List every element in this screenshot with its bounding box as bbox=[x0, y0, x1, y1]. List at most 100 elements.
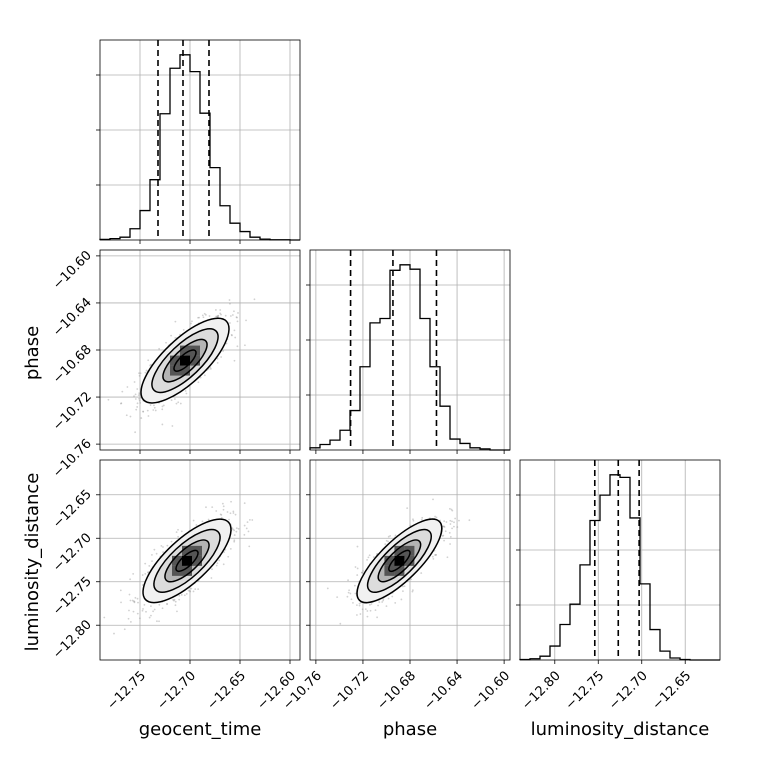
scatter-point bbox=[346, 595, 349, 598]
scatter-point bbox=[356, 567, 359, 570]
scatter-point bbox=[243, 533, 246, 536]
scatter-point bbox=[136, 612, 139, 615]
scatter-point bbox=[203, 312, 206, 315]
scatter-point bbox=[434, 515, 437, 518]
scatter-point bbox=[233, 359, 236, 362]
scatter-point bbox=[223, 551, 225, 553]
scatter-point bbox=[144, 562, 147, 565]
scatter-point bbox=[229, 547, 232, 550]
scatter-point bbox=[188, 590, 191, 592]
scatter-point bbox=[208, 315, 211, 317]
scatter-point bbox=[385, 605, 388, 608]
scatter-point bbox=[141, 574, 144, 576]
scatter-point bbox=[134, 431, 137, 434]
scatter-point bbox=[175, 531, 178, 534]
scatter-point bbox=[170, 540, 173, 543]
scatter-point bbox=[137, 601, 139, 604]
scatter-point bbox=[366, 610, 369, 612]
scatter-point bbox=[445, 521, 448, 523]
scatter-point bbox=[201, 520, 204, 523]
scatter-point bbox=[174, 604, 177, 607]
scatter-point bbox=[444, 530, 447, 533]
scatter-point bbox=[449, 543, 451, 545]
density-block bbox=[170, 355, 180, 366]
scatter-point bbox=[370, 603, 373, 605]
scatter-point bbox=[226, 511, 229, 513]
scatter-point bbox=[134, 596, 137, 599]
scatter-point bbox=[173, 599, 175, 602]
scatter-point bbox=[391, 595, 394, 598]
density-block bbox=[404, 555, 415, 566]
contour-line-0 bbox=[388, 549, 411, 573]
scatter-point bbox=[126, 386, 129, 388]
scatter-point bbox=[176, 610, 178, 613]
y-tick-label: −10.68 bbox=[50, 342, 95, 387]
scatter-point bbox=[224, 314, 227, 317]
scatter-point bbox=[402, 585, 404, 588]
y-tick-label: −10.64 bbox=[50, 295, 95, 340]
scatter-point bbox=[233, 329, 236, 332]
scatter-point bbox=[155, 552, 158, 555]
scatter-point bbox=[354, 566, 357, 568]
scatter-point bbox=[366, 615, 369, 618]
scatter-point bbox=[326, 587, 329, 590]
scatter-point bbox=[146, 409, 149, 412]
scatter-point bbox=[194, 588, 197, 591]
scatter-point bbox=[235, 530, 238, 533]
scatter-point bbox=[435, 553, 438, 556]
scatter-point bbox=[220, 356, 223, 358]
density-block bbox=[190, 355, 200, 366]
scatter-point bbox=[347, 579, 349, 582]
scatter-point bbox=[234, 513, 237, 516]
scatter-point bbox=[127, 617, 130, 620]
scatter-point bbox=[138, 392, 141, 394]
scatter-point bbox=[451, 509, 454, 512]
scatter-point bbox=[154, 409, 157, 412]
scatter-point bbox=[374, 609, 377, 612]
contour-line-1 bbox=[162, 338, 208, 383]
scatter-point bbox=[384, 543, 387, 546]
scatter-point bbox=[412, 519, 415, 522]
scatter-point bbox=[233, 529, 236, 532]
histogram-step bbox=[519, 474, 720, 661]
scatter-point bbox=[382, 599, 385, 602]
scatter-point bbox=[138, 374, 141, 377]
scatter-point bbox=[235, 527, 238, 530]
x-tick-label: −12.70 bbox=[606, 668, 651, 713]
scatter-point bbox=[149, 364, 151, 367]
panel-frame bbox=[309, 459, 511, 661]
contour-line-2 bbox=[153, 528, 221, 593]
scatter-point bbox=[216, 562, 219, 565]
scatter-point bbox=[147, 359, 150, 362]
scatter-point bbox=[172, 598, 174, 601]
scatter-point bbox=[453, 525, 455, 528]
histogram-panel-luminosity-distance: −12.80−12.75−12.70−12.65 bbox=[516, 459, 721, 713]
scatter-point bbox=[378, 601, 381, 604]
scatter-point bbox=[229, 315, 232, 317]
scatter-point bbox=[139, 402, 142, 404]
scatter-point bbox=[451, 527, 453, 530]
scatter-point bbox=[185, 392, 188, 395]
scatter-point bbox=[141, 609, 144, 612]
scatter-point bbox=[174, 320, 177, 323]
histogram-step bbox=[309, 264, 510, 451]
contour-line-3 bbox=[142, 518, 232, 604]
scatter-point bbox=[151, 553, 153, 556]
scatter-point bbox=[210, 577, 213, 579]
scatter-point bbox=[166, 602, 168, 605]
scatter-point bbox=[191, 320, 193, 323]
scatter-point bbox=[197, 381, 200, 384]
scatter-point bbox=[244, 344, 246, 347]
scatter-point bbox=[364, 608, 367, 611]
scatter-point bbox=[150, 614, 152, 617]
scatter-point bbox=[179, 402, 182, 405]
scatter-point bbox=[411, 590, 414, 593]
x-tick-label: −12.75 bbox=[563, 668, 608, 713]
density-block bbox=[180, 355, 190, 366]
scatter-point bbox=[201, 314, 204, 317]
scatter-point bbox=[128, 609, 130, 612]
scatter-point bbox=[138, 617, 141, 620]
scatter-point bbox=[448, 531, 451, 534]
scatter-point bbox=[152, 610, 154, 613]
scatter-point bbox=[220, 516, 223, 519]
